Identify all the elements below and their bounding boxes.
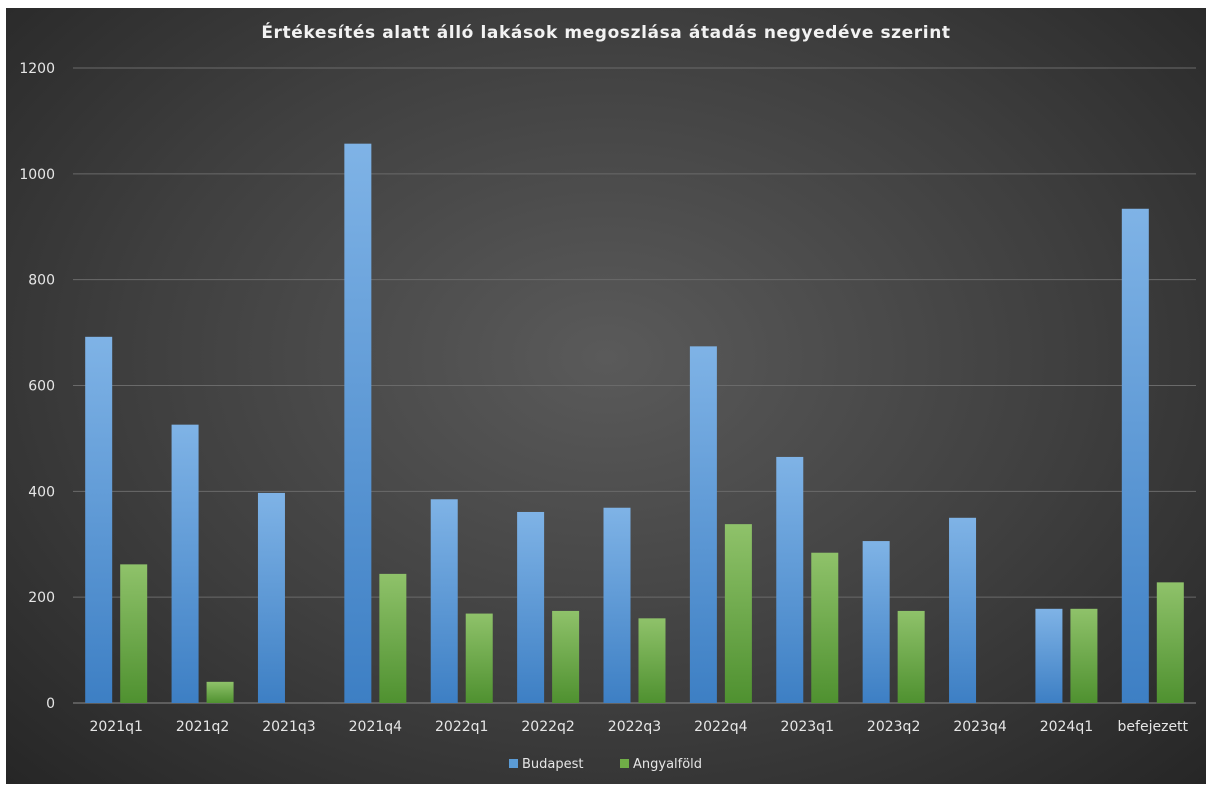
x-tick-label: 2021q4 — [349, 719, 403, 735]
x-tick-label: 2022q2 — [521, 719, 574, 735]
legend: Budapest Angyalföld — [509, 757, 702, 772]
x-tick-label: 2023q2 — [867, 719, 920, 735]
legend-swatch-angyalföld — [620, 759, 629, 768]
chart-title: Értékesítés alatt álló lakások megoszlás… — [261, 21, 950, 43]
chart-area: Értékesítés alatt álló lakások megoszlás… — [6, 8, 1206, 784]
bar-budapest-befejezett — [1121, 208, 1149, 703]
bar-angyalföld-2022q3 — [638, 618, 666, 703]
y-axis: 0 200 400 600 800 1000 1200 — [19, 61, 55, 712]
bar-angyalföld-2023q2 — [897, 610, 925, 703]
legend-label: Angyalföld — [633, 757, 702, 772]
x-tick-label: 2023q1 — [781, 719, 834, 735]
bar-angyalföld-2024q1 — [1070, 608, 1098, 703]
x-axis: 2021q1 2021q2 2021q3 2021q4 2022q1 2022q2 2022… — [89, 719, 1188, 735]
x-tick-label: 2024q1 — [1040, 719, 1093, 735]
x-tick-label: 2021q1 — [89, 719, 142, 735]
bar-budapest-2022q2 — [517, 511, 545, 703]
bar-angyalföld-2022q1 — [465, 613, 493, 703]
bar-budapest-2024q1 — [1035, 608, 1063, 703]
y-tick-label: 800 — [28, 273, 55, 289]
y-tick-label: 600 — [28, 379, 55, 395]
x-tick-label: 2022q1 — [435, 719, 488, 735]
y-tick-label: 0 — [46, 696, 55, 712]
x-tick-label: befejezett — [1118, 719, 1189, 735]
x-tick-label: 2022q4 — [694, 719, 748, 735]
bar-budapest-2023q4 — [949, 517, 977, 703]
x-tick-label: 2021q3 — [262, 719, 315, 735]
gridlines — [73, 67, 1196, 704]
bar-budapest-2022q4 — [689, 346, 717, 703]
bar-chart: Értékesítés alatt álló lakások megoszlás… — [19, 21, 1196, 772]
bar-angyalföld-2021q4 — [379, 573, 407, 703]
bar-budapest-2023q2 — [862, 541, 890, 703]
bar-angyalföld-befejezett — [1156, 582, 1184, 703]
bar-budapest-2021q1 — [85, 336, 113, 703]
bar-budapest-2022q3 — [603, 507, 631, 703]
bars — [85, 143, 1184, 703]
bar-angyalföld-2022q4 — [724, 524, 752, 703]
bar-angyalföld-2023q1 — [811, 552, 839, 703]
x-tick-label: 2022q3 — [608, 719, 661, 735]
bar-budapest-2021q2 — [171, 424, 199, 703]
legend-swatch-budapest — [509, 759, 518, 768]
bar-budapest-2022q1 — [430, 499, 458, 703]
bar-angyalföld-2021q1 — [120, 564, 148, 703]
bar-angyalföld-2021q2 — [206, 681, 234, 703]
y-tick-label: 1200 — [19, 61, 55, 77]
bar-angyalföld-2022q2 — [552, 610, 580, 703]
bar-budapest-2021q3 — [257, 492, 285, 703]
y-tick-label: 1000 — [19, 167, 55, 183]
x-tick-label: 2021q2 — [176, 719, 229, 735]
y-tick-label: 200 — [28, 590, 55, 606]
x-tick-label: 2023q4 — [953, 719, 1007, 735]
legend-label: Budapest — [522, 757, 584, 772]
y-tick-label: 400 — [28, 484, 55, 500]
bar-budapest-2021q4 — [344, 143, 372, 703]
bar-budapest-2023q1 — [776, 456, 804, 703]
